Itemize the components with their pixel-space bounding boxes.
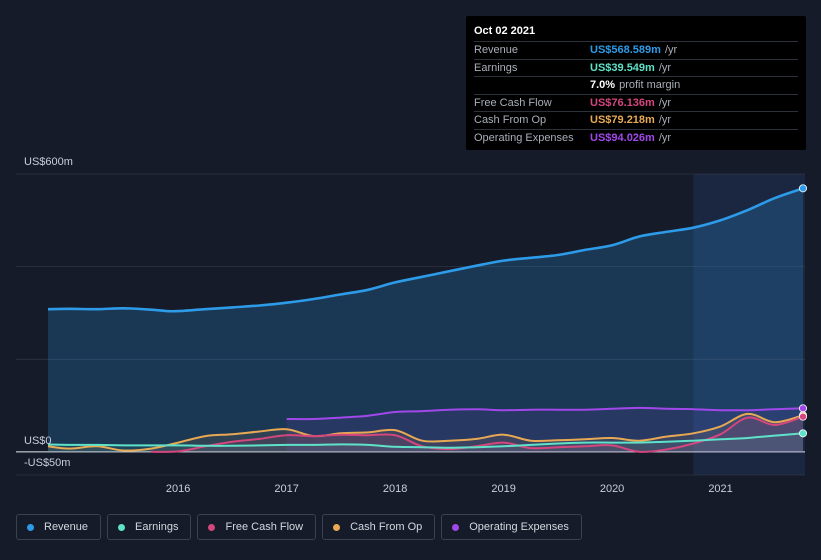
tooltip-unit: /yr	[658, 61, 672, 74]
legend-dot-icon	[208, 523, 216, 531]
chart-canvas: US$600m US$0 -US$50m 2016 2017 2018 2019 2020 20…	[16, 156, 808, 495]
legend-item-revenue[interactable]: Revenue	[16, 514, 102, 540]
tooltip-row: Free Cash Flow US$76.136m/yr	[474, 95, 798, 112]
legend-label: Cash From Op	[350, 521, 423, 533]
tooltip-label: Earnings	[474, 61, 518, 74]
opex-line	[286, 406, 804, 421]
y-tick-label: US$600m	[24, 156, 73, 168]
tooltip-label	[474, 77, 590, 94]
legend-item-operating-expenses[interactable]: Operating Expenses	[441, 514, 582, 540]
x-tick-label: 2020	[600, 483, 624, 495]
series-layer	[47, 184, 808, 453]
fcf-area	[151, 416, 804, 452]
legend-dot-icon	[452, 523, 460, 531]
legend-label: Revenue	[44, 521, 89, 533]
tooltip-value: US$568.589m	[590, 44, 661, 56]
tooltip-row: Earnings US$39.549m/yr	[474, 60, 798, 77]
x-tick-label: 2016	[166, 483, 190, 495]
x-tick-label: 2017	[274, 483, 298, 495]
axis-labels: US$600m US$0 -US$50m 2016 2017 2018 2019 2020 20…	[24, 156, 733, 495]
tooltip-value: US$39.549m	[590, 61, 655, 74]
tooltip-label: Operating Expenses	[474, 131, 574, 144]
grid-lines	[16, 173, 805, 476]
legend-item-free-cash-flow[interactable]: Free Cash Flow	[197, 514, 317, 540]
revenue-end-marker	[799, 184, 808, 193]
earnings-line	[47, 432, 804, 449]
tooltip-unit: /yr	[658, 96, 672, 109]
tooltip-unit: /yr	[664, 44, 678, 56]
legend-label: Earnings	[135, 521, 179, 533]
x-tick-label: 2018	[383, 483, 407, 495]
tooltip-value: US$76.136m	[590, 96, 655, 109]
chart-legend: Revenue Earnings Free Cash Flow Cash From O…	[16, 514, 582, 540]
legend-item-cash-from-op[interactable]: Cash From Op	[322, 514, 436, 540]
y-tick-label: US$0	[24, 435, 52, 447]
plot-background	[16, 174, 805, 475]
revenue-line	[47, 187, 804, 313]
tooltip-value: US$79.218m	[590, 114, 655, 126]
fcf-end-marker	[799, 412, 808, 421]
tooltip-unit: /yr	[658, 131, 672, 144]
tooltip-row: Cash From Op US$79.218m/yr	[474, 112, 798, 130]
tooltip-label: Free Cash Flow	[474, 96, 552, 109]
tooltip-value: US$94.026m	[590, 131, 655, 144]
tooltip-label: Cash From Op	[474, 114, 547, 126]
earnings-end-marker	[799, 429, 808, 438]
tooltip-row: 7.0% profit margin	[474, 77, 798, 95]
tooltip-unit: /yr	[658, 114, 672, 126]
legend-label: Free Cash Flow	[225, 521, 304, 533]
revenue-area	[48, 188, 803, 452]
tooltip-value: 7.0%	[590, 79, 616, 91]
tooltip-date: Oct 02 2021	[474, 23, 798, 42]
tooltip-unit: profit margin	[619, 79, 681, 91]
opex-end-marker	[799, 404, 808, 413]
tooltip-label: Revenue	[474, 44, 519, 56]
tooltip-row: Operating Expenses US$94.026m/yr	[474, 130, 798, 147]
data-tooltip: Oct 02 2021 Revenue US$568.589m/yr Earning…	[466, 16, 806, 150]
x-tick-label: 2021	[708, 483, 732, 495]
legend-dot-icon	[333, 523, 341, 531]
legend-dot-icon	[27, 523, 34, 531]
tooltip-row: Revenue US$568.589m/yr	[474, 42, 798, 60]
tooltip-rows: Revenue US$568.589m/yr Earnings US$39.549m /…	[474, 42, 798, 146]
legend-label: Operating Expenses	[469, 521, 569, 533]
legend-item-earnings[interactable]: Earnings	[107, 514, 192, 540]
x-tick-label: 2019	[491, 483, 515, 495]
y-tick-label: -US$50m	[24, 457, 70, 469]
legend-dot-icon	[118, 523, 126, 531]
earnings-area	[48, 433, 803, 452]
